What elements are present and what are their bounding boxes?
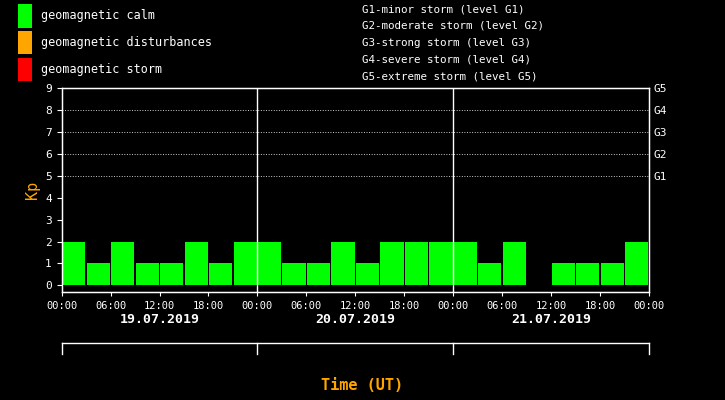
Bar	[576, 264, 600, 286]
Bar	[650, 242, 673, 286]
Bar	[381, 242, 404, 286]
Bar	[258, 242, 281, 286]
Text: geomagnetic disturbances: geomagnetic disturbances	[41, 36, 212, 49]
Bar	[111, 242, 134, 286]
FancyBboxPatch shape	[17, 58, 33, 81]
Bar	[307, 264, 330, 286]
Bar	[454, 242, 477, 286]
Bar	[600, 264, 624, 286]
Text: 19.07.2019: 19.07.2019	[120, 313, 199, 326]
Text: Time (UT): Time (UT)	[321, 378, 404, 394]
Bar	[283, 264, 306, 286]
Bar	[552, 264, 575, 286]
Bar	[356, 264, 379, 286]
Bar	[502, 242, 526, 286]
Text: geomagnetic storm: geomagnetic storm	[41, 63, 162, 76]
Bar	[87, 264, 110, 286]
Bar	[625, 242, 648, 286]
Bar	[160, 264, 183, 286]
Text: geomagnetic calm: geomagnetic calm	[41, 9, 154, 22]
Bar	[233, 242, 257, 286]
Text: G1-minor storm (level G1): G1-minor storm (level G1)	[362, 4, 525, 14]
Text: G4-severe storm (level G4): G4-severe storm (level G4)	[362, 54, 531, 64]
Bar	[209, 264, 232, 286]
FancyBboxPatch shape	[17, 4, 33, 28]
Bar	[331, 242, 355, 286]
Text: G5-extreme storm (level G5): G5-extreme storm (level G5)	[362, 71, 538, 81]
Text: G3-strong storm (level G3): G3-strong storm (level G3)	[362, 38, 531, 48]
Bar	[478, 264, 502, 286]
FancyBboxPatch shape	[17, 31, 33, 54]
Bar	[136, 264, 159, 286]
Bar	[185, 242, 208, 286]
Text: 20.07.2019: 20.07.2019	[315, 313, 395, 326]
Bar	[405, 242, 428, 286]
Bar	[62, 242, 86, 286]
Text: G2-moderate storm (level G2): G2-moderate storm (level G2)	[362, 21, 544, 31]
Y-axis label: Kp: Kp	[25, 181, 40, 199]
Bar	[429, 242, 452, 286]
Text: 21.07.2019: 21.07.2019	[511, 313, 591, 326]
